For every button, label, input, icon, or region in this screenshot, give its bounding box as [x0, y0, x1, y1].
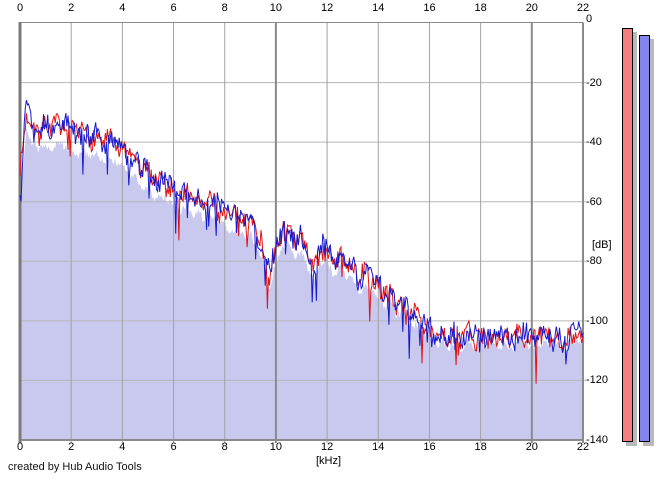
- level-meter-blue: [639, 35, 650, 442]
- y-tick--60: -60: [586, 195, 602, 208]
- credit-text: created by Hub Audio Tools: [8, 461, 142, 473]
- x-tick-top-18: 18: [474, 2, 487, 14]
- x-tick-bottom-14: 14: [372, 441, 385, 453]
- x-tick-top-12: 12: [320, 2, 334, 14]
- x-tick-bottom-18: 18: [474, 441, 487, 453]
- y-tick-0: 0: [586, 13, 593, 25]
- y-tick--140: -140: [586, 433, 609, 446]
- x-tick-bottom-0: 0: [16, 441, 24, 453]
- grid-vertical: [70, 22, 533, 443]
- x-tick-top-4: 4: [119, 2, 126, 14]
- x-tick-top-2: 2: [68, 2, 75, 14]
- y-tick--120: -120: [586, 374, 609, 387]
- x-tick-top-8: 8: [221, 2, 228, 14]
- x-tick-bottom-22: 22: [576, 441, 590, 453]
- x-tick-top-16: 16: [423, 2, 436, 14]
- y-tick--100: -100: [586, 314, 609, 327]
- y-tick--80: -80: [586, 255, 602, 268]
- y-tick--20: -20: [586, 76, 602, 89]
- x-tick-bottom-4: 4: [119, 441, 126, 453]
- khz-unit-label: [kHz]: [316, 455, 342, 467]
- db-unit-label: [dB]: [592, 239, 612, 251]
- x-tick-bottom-8: 8: [221, 441, 228, 453]
- x-tick-bottom-2: 2: [68, 441, 75, 453]
- spectrum-fill-area: [20, 127, 583, 440]
- x-tick-top-22: 22: [576, 2, 590, 14]
- y-tick--40: -40: [586, 136, 602, 149]
- x-tick-top-0: 0: [16, 2, 24, 14]
- x-tick-top-20: 20: [525, 2, 538, 14]
- trace-blue: [19, 99, 584, 365]
- plot-border: [18, 22, 584, 443]
- x-tick-top-10: 10: [269, 2, 283, 14]
- x-tick-bottom-16: 16: [423, 441, 436, 453]
- x-tick-top-6: 6: [170, 2, 177, 14]
- x-tick-bottom-10: 10: [269, 441, 283, 453]
- x-tick-bottom-12: 12: [320, 441, 334, 453]
- x-tick-top-14: 14: [372, 2, 385, 14]
- x-tick-bottom-20: 20: [525, 441, 538, 453]
- x-tick-bottom-6: 6: [170, 441, 177, 453]
- level-meter-red: [622, 28, 633, 442]
